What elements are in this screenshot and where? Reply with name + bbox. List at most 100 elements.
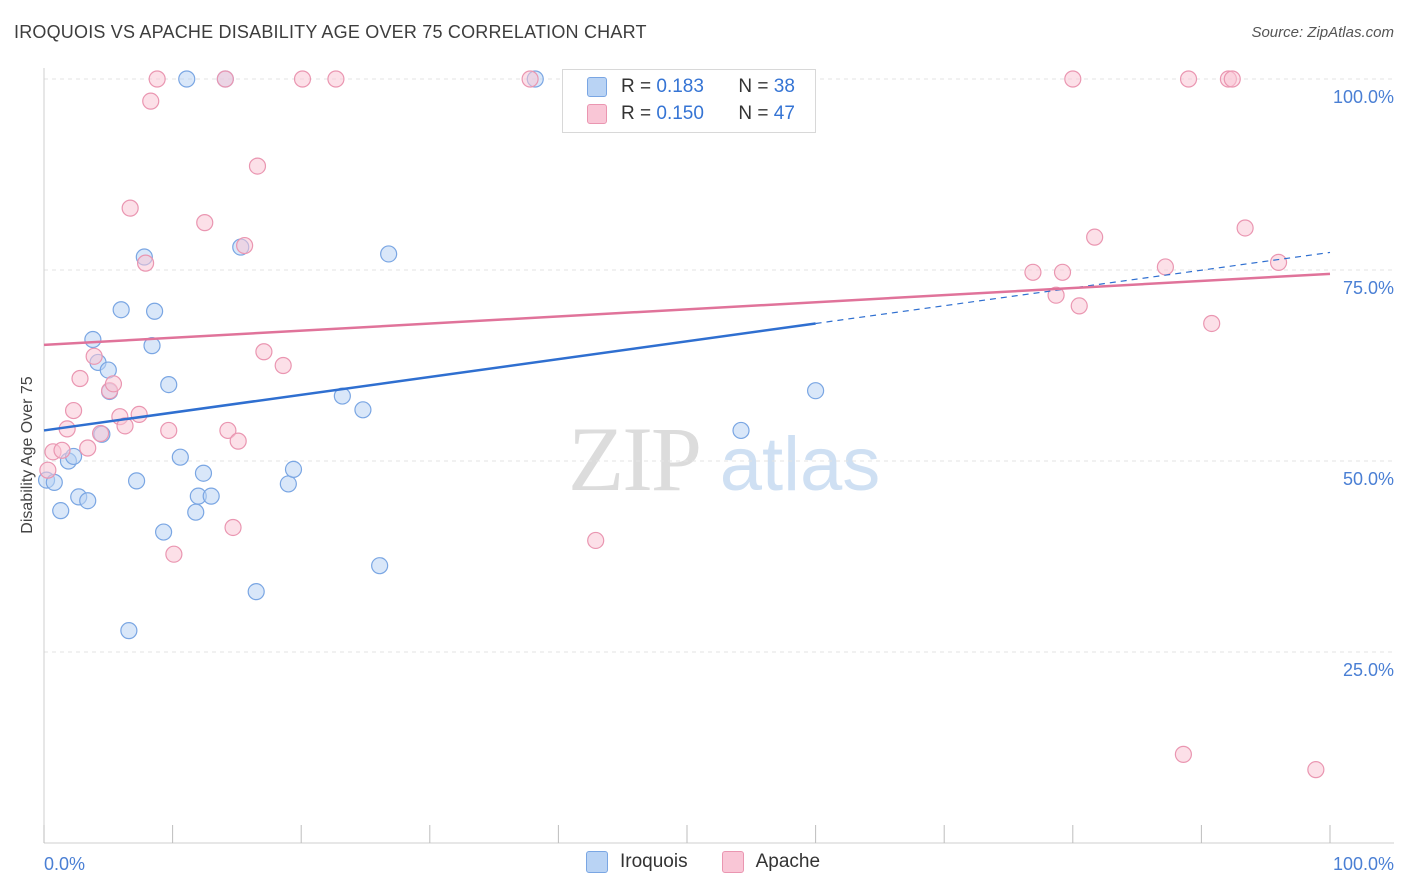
apache-point — [53, 441, 71, 459]
apache-point — [142, 92, 160, 110]
apache-point — [1086, 228, 1104, 246]
apache-point — [224, 518, 242, 537]
apache-point — [236, 236, 254, 255]
stats-row-apache: R = 0.150 N = 47 — [587, 101, 795, 127]
x-tick-label-max: 100.0% — [1333, 854, 1394, 874]
iroquois-point — [127, 472, 146, 490]
iroquois-point — [154, 523, 173, 541]
iroquois-point — [202, 487, 220, 505]
legend-iroquois-swatch — [585, 851, 608, 873]
apache-point — [1047, 286, 1065, 304]
apache-r-label: R = — [621, 103, 652, 124]
apache-n-label: N = — [738, 103, 769, 124]
iroquois-point — [112, 301, 130, 319]
chart-title: IROQUOIS VS APACHE DISABILITY AGE OVER 7… — [14, 22, 647, 42]
apache-point — [1024, 263, 1042, 281]
apache-point — [216, 70, 234, 88]
iroquois-point — [160, 376, 178, 394]
iroquois-points — [37, 70, 825, 640]
legend-item-apache[interactable]: Apache — [721, 851, 821, 873]
apache-point — [85, 347, 103, 365]
apache-point — [1156, 258, 1174, 276]
apache-point — [229, 432, 247, 450]
iroquois-point — [806, 382, 825, 400]
grid-lines — [44, 78, 1394, 653]
stats-box: R = 0.183 N = 38 R = 0.150 N = 47 — [562, 69, 816, 133]
apache-point — [248, 157, 267, 175]
y-tick-label-100: 100.0% — [1333, 87, 1394, 107]
iroquois-point — [284, 460, 303, 479]
iroquois-point — [732, 421, 750, 440]
apache-point — [116, 417, 134, 435]
iroquois-point — [171, 448, 189, 466]
apache-point — [1179, 70, 1198, 88]
iroquois-r-value: 0.183 — [656, 76, 704, 97]
apache-point — [1269, 253, 1288, 271]
y-tick-label-75: 75.0% — [1343, 278, 1394, 298]
iroquois-point — [52, 502, 70, 520]
apache-point — [160, 421, 178, 440]
apache-point — [39, 461, 57, 479]
apache-point — [196, 214, 214, 232]
apache-point — [91, 424, 110, 443]
apache-n-value: 47 — [773, 103, 795, 124]
apache-point — [255, 343, 273, 361]
apache-point — [327, 70, 345, 88]
apache-swatch — [587, 104, 607, 124]
apache-points — [39, 70, 1325, 779]
iroquois-point — [79, 492, 97, 510]
axes — [43, 68, 1394, 844]
iroquois-point — [178, 70, 196, 88]
source-label: Source: ZipAtlas.com — [1251, 24, 1394, 41]
apache-point — [1203, 314, 1221, 333]
iroquois-point — [371, 557, 389, 575]
legend-apache-swatch — [721, 851, 744, 873]
iroquois-trend-line — [43, 322, 816, 432]
apache-point — [136, 254, 155, 272]
trend-lines — [43, 251, 1331, 432]
apache-trend-line — [43, 272, 1331, 347]
apache-point — [1174, 745, 1192, 763]
iroquois-point — [247, 583, 265, 601]
y-tick-label-50: 50.0% — [1343, 469, 1394, 489]
legend-apache-label: Apache — [755, 851, 821, 872]
watermark-zip: ZIP — [568, 408, 700, 510]
apache-point — [1223, 70, 1241, 88]
apache-point — [79, 439, 97, 457]
apache-point — [71, 369, 89, 388]
apache-point — [148, 70, 166, 88]
apache-point — [64, 401, 83, 420]
stats-row-iroquois: R = 0.183 N = 38 — [587, 74, 795, 100]
iroquois-n-label: N = — [738, 76, 769, 97]
apache-point — [1053, 263, 1072, 281]
apache-point — [130, 405, 148, 423]
iroquois-n-value: 38 — [773, 76, 795, 97]
y-tick-label-25: 25.0% — [1343, 660, 1394, 680]
legend: Iroquois Apache — [0, 851, 1406, 873]
y-tick-labels: 25.0% 50.0% 75.0% 100.0% — [1333, 87, 1394, 680]
iroquois-point — [380, 245, 398, 263]
apache-point — [274, 356, 292, 375]
apache-point — [521, 70, 539, 88]
iroquois-point — [145, 302, 164, 320]
apache-r-value: 0.150 — [656, 103, 704, 124]
apache-point — [104, 375, 123, 393]
iroquois-point — [120, 622, 138, 640]
iroquois-r-label: R = — [621, 76, 652, 97]
apache-point — [1064, 70, 1082, 88]
legend-item-iroquois[interactable]: Iroquois — [585, 851, 688, 873]
apache-point — [1236, 219, 1254, 237]
iroquois-point — [194, 464, 213, 482]
x-tick-label-min: 0.0% — [44, 854, 85, 874]
apache-point — [587, 531, 605, 550]
iroquois-swatch — [587, 77, 607, 97]
apache-point — [121, 199, 139, 217]
apache-point — [293, 70, 312, 88]
apache-point — [1307, 761, 1325, 779]
iroquois-point — [354, 401, 372, 419]
iroquois-point — [143, 337, 161, 355]
apache-point — [219, 421, 237, 440]
legend-iroquois-label: Iroquois — [619, 851, 688, 872]
iroquois-trend-extension — [815, 251, 1331, 325]
